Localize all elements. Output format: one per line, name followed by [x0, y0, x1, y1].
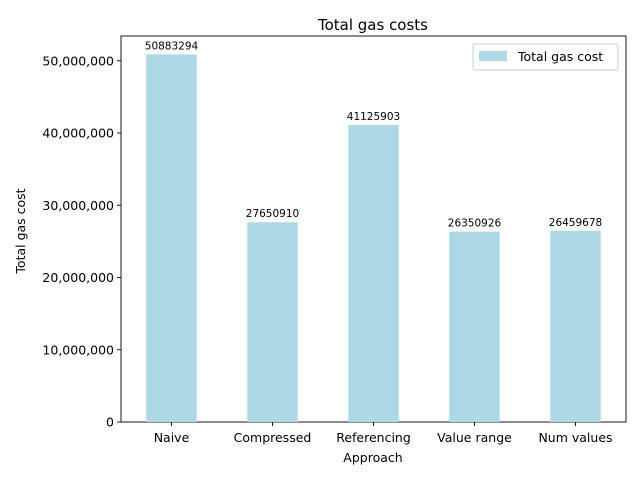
y-axis-label: Total gas cost: [13, 188, 28, 274]
x-axis-label: Approach: [343, 450, 402, 465]
bar-num-values: [550, 230, 601, 422]
x-tick-label: Value range: [437, 430, 512, 445]
legend: Total gas cost: [472, 43, 619, 71]
bars-group: [146, 54, 601, 423]
legend-label: Total gas cost: [517, 49, 603, 64]
y-tick-label: 0: [106, 415, 114, 430]
x-tick-label: Compressed: [234, 430, 312, 445]
y-tick-label: 30,000,000: [42, 198, 114, 213]
x-tick-label: Referencing: [336, 430, 411, 445]
bar-value-label: 41125903: [347, 111, 400, 123]
bar-naive: [146, 54, 197, 423]
legend-swatch: [479, 51, 507, 61]
y-tick-label: 50,000,000: [42, 53, 114, 68]
bar-referencing: [348, 124, 399, 422]
chart-title: Total gas costs: [317, 16, 428, 34]
bar-value-label: 26459678: [549, 217, 602, 229]
bar-value-label: 26350926: [448, 218, 502, 230]
x-axis: Naive Compressed Referencing Value range Num…: [154, 422, 613, 445]
bar-value-label: 27650910: [246, 208, 299, 220]
legend-frame: [472, 43, 619, 71]
y-tick-label: 20,000,000: [42, 270, 114, 285]
bar-compressed: [247, 222, 298, 422]
y-tick-label: 10,000,000: [42, 342, 114, 357]
bar-value-range: [449, 231, 500, 422]
y-axis: 0 10,000,000 20,000,000 30,000,000 40,000,00…: [42, 53, 121, 430]
bar-labels-group: 50883294 27650910 41125903 26350926 26459678: [145, 40, 602, 229]
x-tick-label: Num values: [538, 430, 612, 445]
x-tick-label: Naive: [154, 430, 190, 445]
y-tick-label: 40,000,000: [42, 126, 114, 141]
bar-value-label: 50883294: [145, 40, 199, 52]
